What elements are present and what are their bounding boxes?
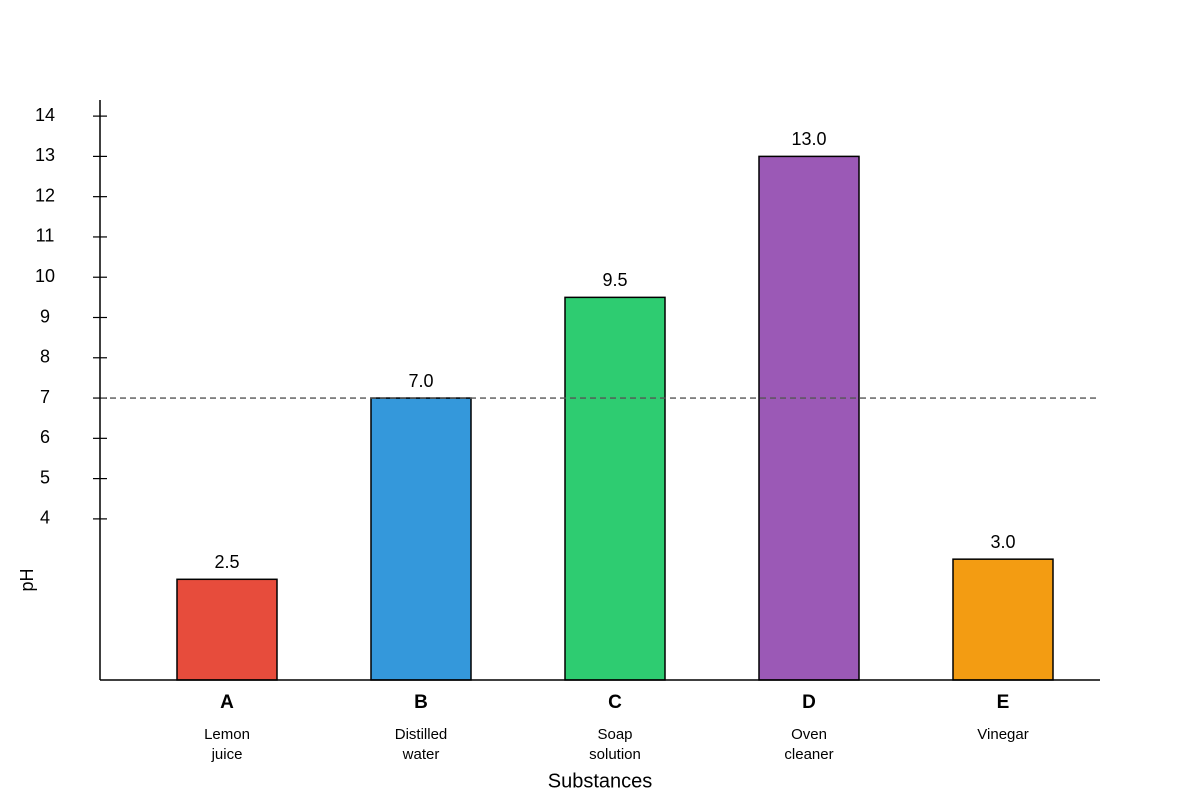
category-description: solution <box>589 746 641 763</box>
category-description: Lemon <box>204 726 250 743</box>
y-tick-label: 4 <box>40 508 50 528</box>
bar <box>564 296 666 681</box>
x-tick-label: B <box>414 692 428 713</box>
category-description: Vinegar <box>977 726 1028 743</box>
value-label: 2.5 <box>214 552 239 572</box>
x-tick-label: A <box>220 692 234 713</box>
category-description: water <box>402 746 440 763</box>
x-tick-label: D <box>802 692 816 713</box>
x-tick-label: C <box>608 692 622 713</box>
value-label: 3.0 <box>990 532 1015 552</box>
y-tick-label: 6 <box>40 427 50 447</box>
value-label: 7.0 <box>408 371 433 391</box>
bar <box>758 155 860 681</box>
value-label: 9.5 <box>602 270 627 290</box>
category-description: cleaner <box>784 746 833 763</box>
bar <box>176 578 278 681</box>
y-tick-label: 11 <box>36 226 55 246</box>
bar <box>370 397 472 681</box>
category-description: juice <box>211 746 243 763</box>
y-tick-label: 9 <box>40 306 50 326</box>
y-tick-label: 13 <box>35 145 55 165</box>
y-tick-label: 7 <box>40 387 50 407</box>
category-description: Oven <box>791 726 827 743</box>
y-tick-label: 10 <box>35 266 55 286</box>
category-description: Distilled <box>395 726 448 743</box>
y-tick-label: 8 <box>40 347 50 367</box>
y-axis-label: pH <box>17 568 37 591</box>
y-tick-label: 12 <box>35 185 55 205</box>
x-tick-label: E <box>997 692 1010 713</box>
value-label: 13.0 <box>791 129 826 149</box>
x-axis-label: Substances <box>548 770 653 792</box>
y-tick-label: 14 <box>35 105 55 125</box>
y-tick-label: 5 <box>40 467 50 487</box>
category-description: Soap <box>597 726 632 743</box>
bar <box>952 558 1054 681</box>
